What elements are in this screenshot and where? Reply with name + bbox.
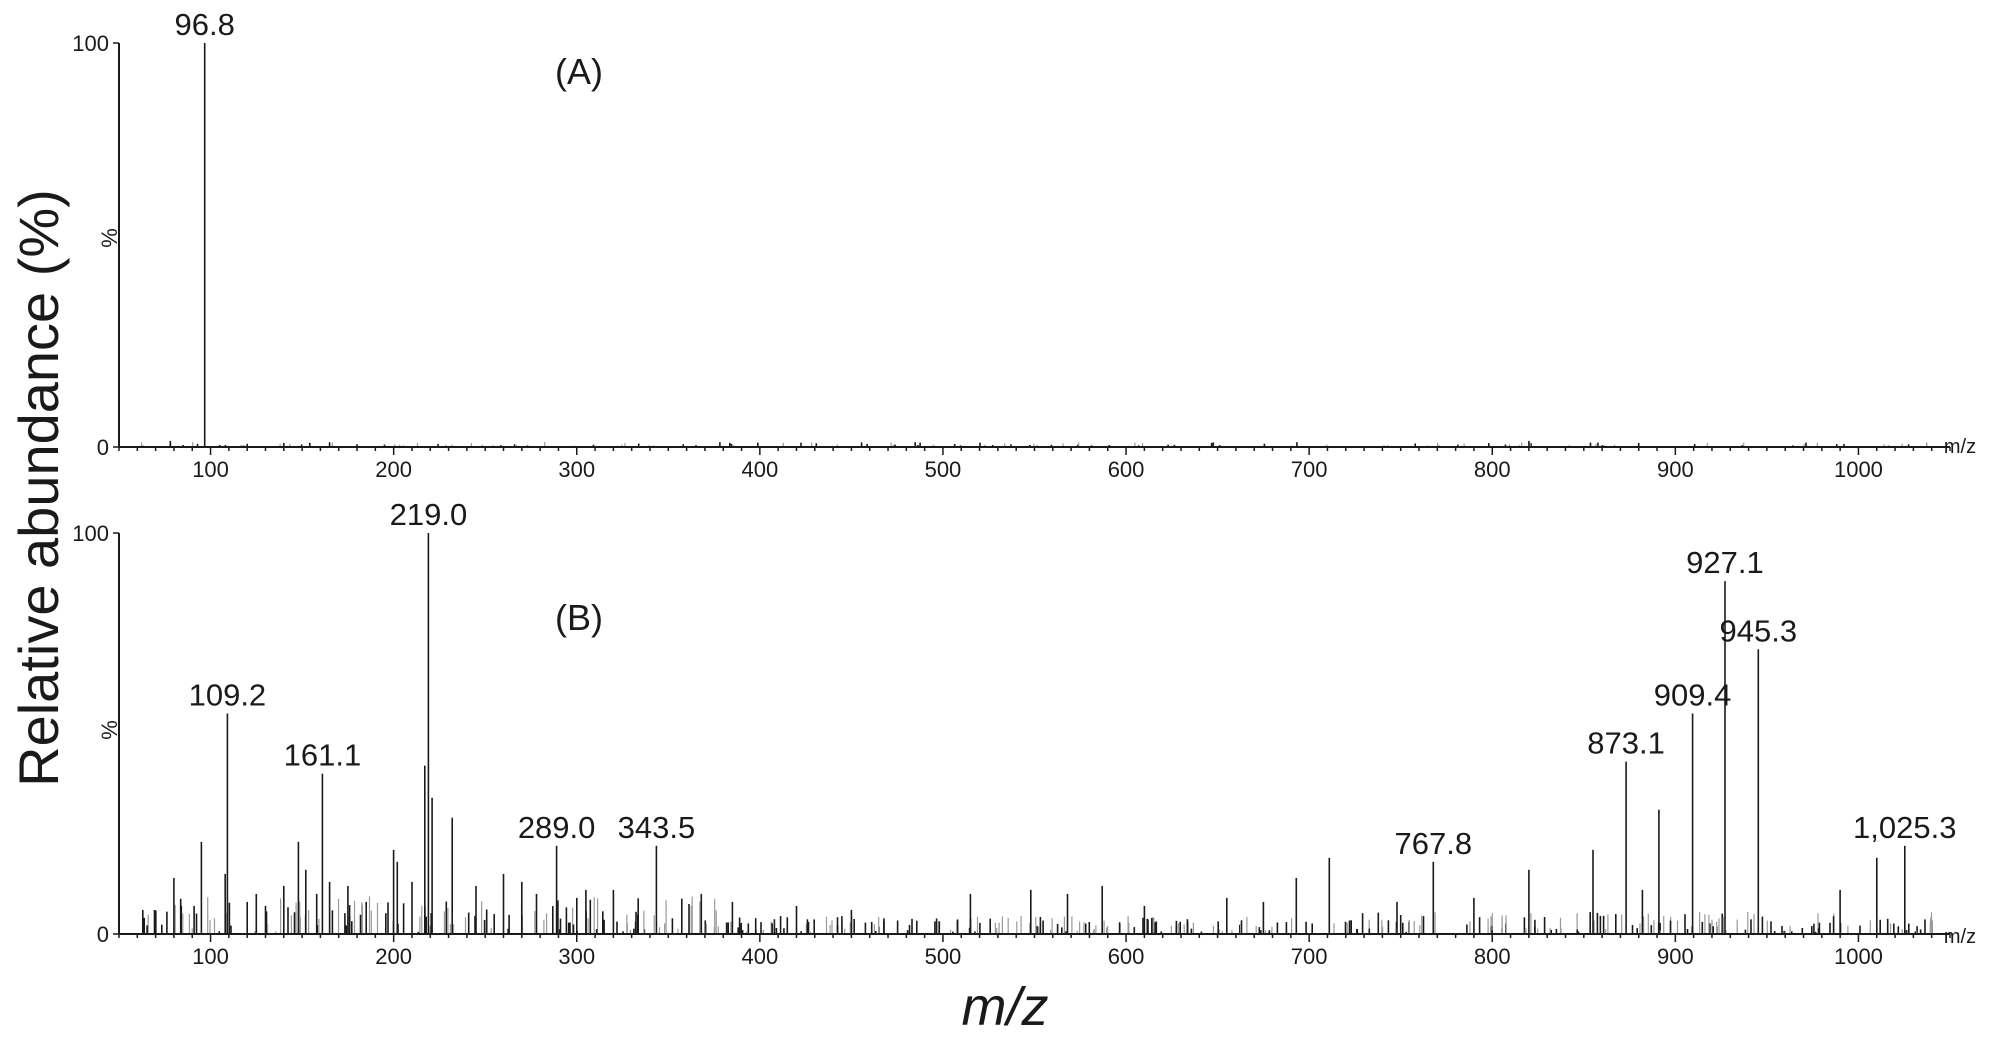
x-tick-label-b: 700 xyxy=(1291,944,1328,969)
x-tick-label-b: 600 xyxy=(1108,944,1145,969)
y-tick-label-b: 100 xyxy=(72,521,109,546)
panel-label-b: (B) xyxy=(555,597,603,638)
x-tick-label-b: 900 xyxy=(1657,944,1694,969)
x-tick-label-a: 100 xyxy=(192,457,229,482)
spectrum-panel-a: (A) % m/z 100 200 300 400 500 600 700 800 900 100… xyxy=(72,7,1976,482)
y-axis-unit-b: % xyxy=(97,720,122,740)
peak-label-b: 161.1 xyxy=(284,738,362,773)
x-tick-label-b: 400 xyxy=(741,944,778,969)
x-tick-label-a: 1000 xyxy=(1834,457,1883,482)
x-tick-label-a: 300 xyxy=(558,457,595,482)
peak-label-b: 219.0 xyxy=(390,497,468,532)
peak-label-b: 927.1 xyxy=(1686,545,1764,580)
y-axis-unit-a: % xyxy=(97,228,122,248)
peak-label-b: 109.2 xyxy=(189,677,267,712)
y-tick-label-a: 0 xyxy=(97,435,109,460)
peak-label-b: 767.8 xyxy=(1395,826,1473,861)
peak-label-b: 289.0 xyxy=(518,810,596,845)
peak-label-b: 1,025.3 xyxy=(1853,810,1956,845)
y-tick-label-b: 0 xyxy=(97,922,109,947)
x-tick-label-a: 900 xyxy=(1657,457,1694,482)
x-tick-label-a: 700 xyxy=(1291,457,1328,482)
peak-label-b: 873.1 xyxy=(1587,726,1665,761)
x-tick-label-a: 600 xyxy=(1108,457,1145,482)
x-tick-label-b: 1000 xyxy=(1834,944,1883,969)
x-tick-label-b: 500 xyxy=(925,944,962,969)
x-axis-unit-b: m/z xyxy=(1944,926,1976,948)
panel-label-a: (A) xyxy=(555,51,603,92)
x-tick-label-a: 500 xyxy=(925,457,962,482)
figure-y-axis-label: Relative abundance (%) xyxy=(7,189,70,787)
x-tick-label-a: 800 xyxy=(1474,457,1511,482)
figure-x-axis-label: m/z xyxy=(962,977,1049,1037)
spectrum-panel-b: (B) % m/z 100 200 300 400 500 600 700 800 900 100… xyxy=(72,497,1976,969)
x-tick-label-b: 200 xyxy=(375,944,412,969)
x-tick-label-b: 800 xyxy=(1474,944,1511,969)
x-tick-label-b: 300 xyxy=(558,944,595,969)
x-tick-label-b: 100 xyxy=(192,944,229,969)
peak-label-b: 343.5 xyxy=(618,810,696,845)
y-tick-label-a: 100 xyxy=(72,31,109,56)
peak-label-b: 909.4 xyxy=(1654,677,1732,712)
x-axis-unit-a: m/z xyxy=(1944,436,1976,458)
x-tick-label-a: 400 xyxy=(741,457,778,482)
peak-label-b: 945.3 xyxy=(1720,613,1798,648)
peak-label-a: 96.8 xyxy=(175,7,235,42)
x-tick-label-a: 200 xyxy=(375,457,412,482)
